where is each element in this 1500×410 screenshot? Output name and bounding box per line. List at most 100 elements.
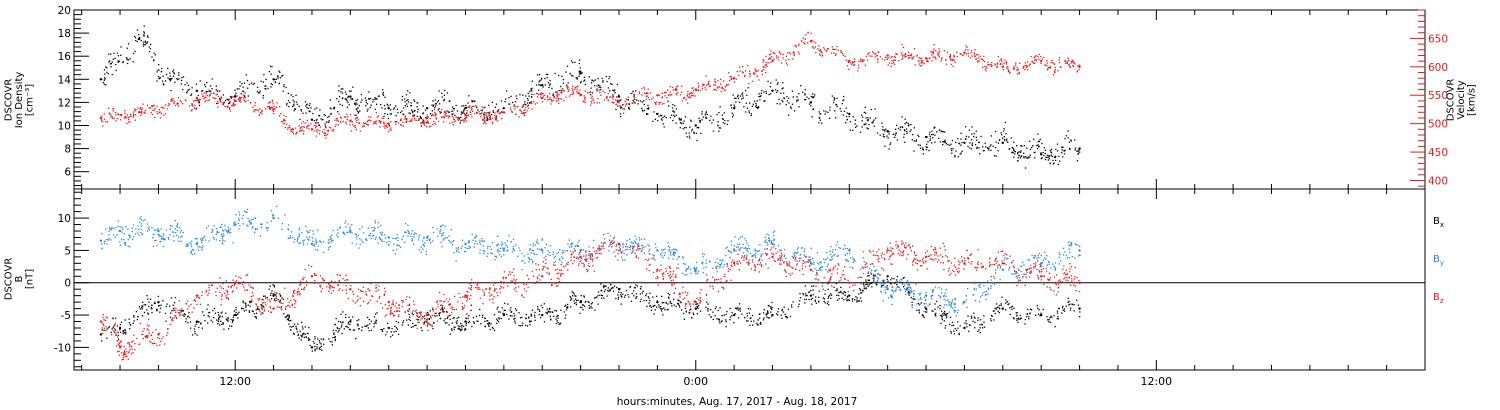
velocity-dot (358, 122, 360, 124)
velocity-dot (388, 130, 390, 133)
bx-dot (865, 281, 867, 283)
velocity-dot (892, 62, 895, 64)
density-dot (834, 98, 836, 100)
velocity-dot (922, 62, 924, 64)
velocity-dot (164, 104, 167, 106)
velocity-dot (1043, 56, 1045, 59)
density-dot (526, 102, 529, 104)
velocity-dot (204, 101, 206, 103)
velocity-dot (422, 119, 424, 121)
velocity-dot (769, 53, 772, 55)
density-dot (146, 42, 148, 45)
bx-dot (117, 338, 120, 340)
velocity-dot (1037, 55, 1039, 58)
density-dot (431, 115, 433, 117)
density-dot (263, 74, 265, 76)
bx-dot (565, 314, 567, 316)
density-dot (156, 80, 158, 82)
velocity-dot (1044, 64, 1046, 66)
velocity-dot (355, 119, 358, 122)
density-dot (527, 99, 529, 101)
density-dot (368, 97, 370, 100)
velocity-dot (367, 124, 370, 126)
bx-dot (426, 319, 428, 321)
by-dot (473, 246, 476, 248)
density-dot (407, 99, 409, 101)
density-dot (601, 77, 603, 80)
velocity-dot (611, 96, 614, 98)
bx-dot (525, 324, 527, 327)
bx-dot (859, 287, 861, 290)
velocity-dot (282, 119, 285, 121)
bx-dot (737, 309, 740, 311)
velocity-dot (231, 104, 233, 107)
velocity-dot (690, 92, 693, 94)
bx-dot (627, 293, 629, 296)
density-dot (247, 87, 249, 89)
by-dot (905, 293, 907, 295)
velocity-dot (481, 111, 483, 113)
velocity-dot (862, 60, 864, 63)
density-dot (748, 110, 750, 112)
density-dot (768, 93, 770, 96)
bx-dot (338, 327, 341, 330)
bx-dot (590, 305, 592, 308)
density-dot (134, 50, 136, 53)
bx-dot (882, 284, 884, 287)
velocity-dot (927, 60, 929, 63)
density-dot (422, 113, 424, 115)
velocity-dot (363, 124, 365, 127)
density-dot (162, 83, 164, 85)
velocity-dot (454, 120, 457, 122)
bx-dot (1026, 313, 1028, 315)
velocity-dot (111, 116, 113, 118)
density-dot (122, 61, 124, 64)
velocity-dot (999, 63, 1001, 66)
density-dot (104, 78, 106, 80)
by-dot (611, 240, 613, 242)
density-dot (941, 130, 943, 132)
density-dot (566, 65, 569, 67)
by-dot (890, 296, 892, 298)
bx-dot (317, 338, 319, 340)
velocity-dot (852, 64, 855, 67)
velocity-dot (238, 98, 240, 100)
bx-dot (235, 306, 237, 309)
bx-dot (733, 322, 735, 324)
velocity-dot (500, 110, 503, 113)
bx-dot (207, 322, 209, 324)
density-dot (1023, 144, 1025, 147)
by-dot (690, 272, 692, 274)
velocity-dot (846, 65, 848, 67)
by-dot (179, 231, 182, 233)
velocity-dot (943, 50, 945, 52)
density-dot (187, 89, 189, 91)
bx-dot (333, 332, 335, 334)
velocity-dot (237, 98, 239, 100)
bx-dot (157, 302, 160, 304)
velocity-dot (749, 73, 752, 75)
velocity-dot (443, 117, 446, 119)
bx-dot (210, 319, 212, 321)
density-dot (147, 36, 149, 38)
density-dot (980, 135, 982, 138)
by-dot (705, 266, 707, 268)
bx-dot (607, 287, 609, 289)
velocity-dot (904, 53, 907, 55)
velocity-dot (411, 110, 413, 112)
bx-dot (555, 322, 557, 325)
density-dot (329, 107, 331, 109)
density-dot (304, 101, 307, 103)
velocity-dot (762, 61, 764, 63)
bx-dot (503, 313, 505, 316)
by-dot (441, 233, 443, 235)
velocity-dot (927, 58, 929, 60)
velocity-dot (290, 128, 292, 131)
velocity-dot (949, 53, 951, 56)
bx-dot (217, 320, 219, 322)
velocity-dot (825, 50, 827, 52)
velocity-dot (589, 104, 592, 106)
velocity-dot (488, 119, 490, 121)
density-dot (672, 119, 674, 122)
density-dot (384, 112, 386, 115)
